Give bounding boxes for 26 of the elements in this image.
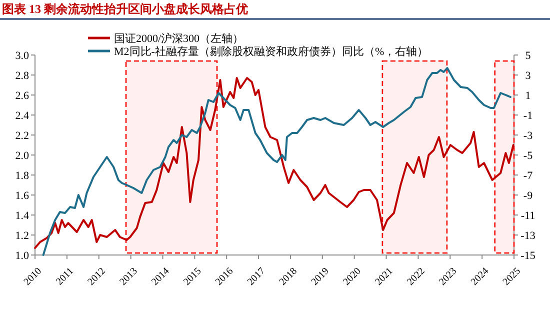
y2-tick-label: -1 bbox=[523, 110, 533, 122]
y-tick-label: 1.0 bbox=[15, 250, 30, 262]
y2-tick-label: -5 bbox=[523, 150, 534, 162]
y2-tick-label: -11 bbox=[520, 210, 536, 222]
y-tick-label: 2.6 bbox=[15, 90, 30, 102]
y2-tick-label: -9 bbox=[523, 190, 534, 202]
y-tick-label: 2.4 bbox=[15, 110, 30, 122]
y-tick-label: 1.2 bbox=[15, 230, 29, 242]
y-tick-label: 1.8 bbox=[15, 170, 30, 182]
chart-title: 图表 13 剩余流动性抬升区间小盘成长风格占优 bbox=[2, 2, 248, 16]
y2-tick-label: 3 bbox=[525, 70, 532, 82]
y-tick-label: 2.0 bbox=[15, 150, 30, 162]
y-tick-label: 1.6 bbox=[15, 190, 30, 202]
y2-tick-label: 1 bbox=[525, 90, 531, 102]
y2-tick-label: -7 bbox=[523, 170, 534, 182]
y-tick-label: 2.8 bbox=[15, 70, 30, 82]
legend-label: 国证2000/沪深300（左轴） bbox=[114, 32, 244, 45]
y-tick-label: 1.4 bbox=[15, 210, 30, 222]
y2-tick-label: 5 bbox=[525, 50, 532, 62]
legend-label: M2同比-社融存量（剔除股权融资和政府债券）同比（%，右轴） bbox=[114, 45, 428, 58]
y2-tick-label: -3 bbox=[523, 130, 534, 142]
y-tick-label: 2.2 bbox=[15, 130, 29, 142]
y2-tick-label: -15 bbox=[520, 250, 536, 262]
x-tick-label: 2011 bbox=[54, 266, 76, 288]
y-tick-label: 3.0 bbox=[15, 50, 30, 62]
y2-tick-label: -13 bbox=[520, 230, 536, 242]
